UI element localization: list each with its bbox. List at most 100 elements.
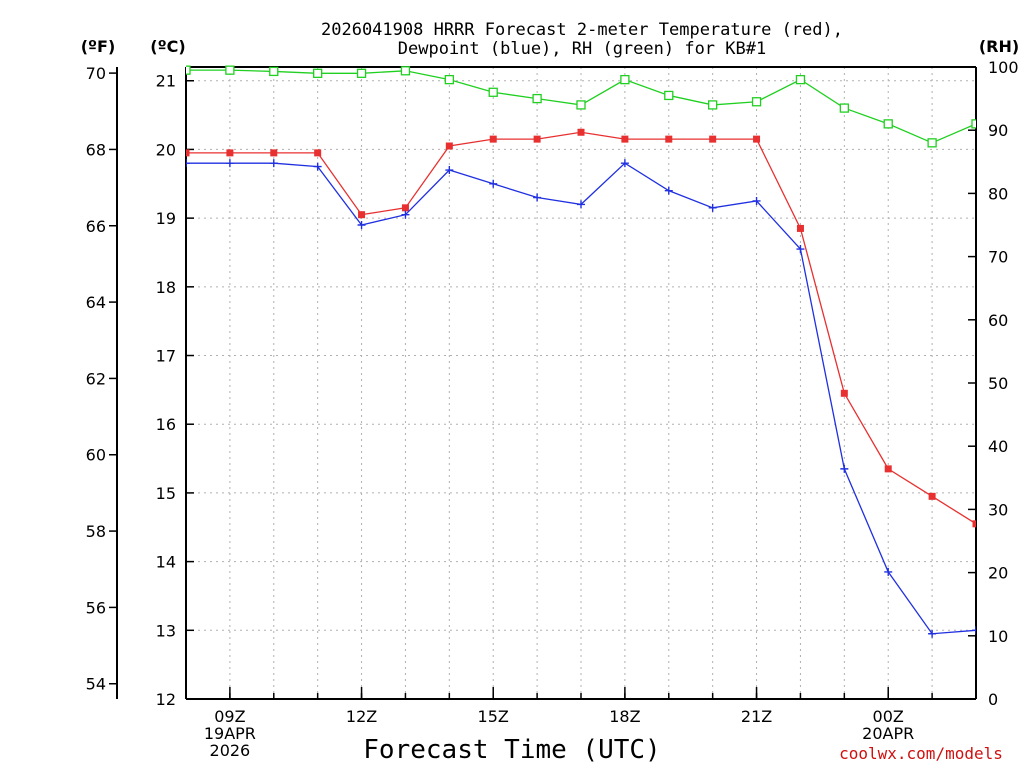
rh-point bbox=[927, 138, 937, 148]
rh-point bbox=[883, 119, 893, 129]
temperature-point bbox=[186, 149, 190, 157]
rh-point bbox=[795, 74, 806, 85]
dewpoint-point bbox=[708, 203, 717, 212]
credit-text: coolwx.com/models bbox=[839, 744, 1003, 763]
celsius-tick-label: 14 bbox=[156, 553, 176, 572]
dewpoint-point bbox=[577, 200, 585, 209]
dewpoint-point bbox=[186, 159, 190, 168]
rh-point bbox=[488, 87, 498, 97]
celsius-tick-label: 17 bbox=[156, 347, 176, 366]
rh-point bbox=[356, 68, 367, 78]
data-series bbox=[186, 65, 976, 638]
rh-point bbox=[708, 100, 718, 110]
dewpoint-point bbox=[796, 245, 805, 254]
celsius-tick-label: 13 bbox=[156, 621, 176, 640]
temperature-point bbox=[884, 465, 892, 473]
dewpoint-point bbox=[884, 567, 893, 576]
temperature-point bbox=[928, 492, 936, 500]
celsius-tick-label: 16 bbox=[156, 415, 176, 434]
rh-tick-label: 100 bbox=[988, 58, 1019, 77]
temperature-point bbox=[840, 389, 848, 397]
temperature-point bbox=[533, 135, 541, 143]
dewpoint-point bbox=[357, 221, 366, 229]
fahrenheit-tick-label: 68 bbox=[86, 140, 106, 159]
x-tick-label: 19APR bbox=[204, 724, 256, 743]
temperature-point bbox=[401, 204, 409, 212]
temperature-point bbox=[489, 135, 497, 143]
celsius-tick-label: 12 bbox=[156, 690, 176, 709]
rh-point bbox=[313, 68, 323, 78]
dewpoint-point bbox=[840, 464, 849, 473]
rh-tick-label: 0 bbox=[988, 690, 998, 709]
dewpoint-point bbox=[225, 159, 234, 168]
chart-title-line-1: 2026041908 HRRR Forecast 2-meter Tempera… bbox=[321, 20, 843, 40]
rh-point bbox=[751, 97, 762, 107]
celsius-unit-label: (ºC) bbox=[150, 37, 185, 56]
rh-tick-label: 90 bbox=[988, 121, 1008, 140]
rh-point bbox=[269, 66, 279, 77]
fahrenheit-tick-label: 62 bbox=[86, 369, 106, 388]
rh-point bbox=[186, 65, 191, 75]
rh-tick-label: 50 bbox=[988, 374, 1008, 393]
temperature-point bbox=[445, 142, 453, 150]
x-tick-label: 21Z bbox=[741, 707, 772, 726]
rh-tick-label: 70 bbox=[988, 248, 1008, 267]
x-tick-label: 15Z bbox=[478, 707, 509, 726]
rh-point bbox=[971, 119, 976, 129]
temperature-point bbox=[621, 135, 629, 143]
fahrenheit-tick-label: 58 bbox=[86, 522, 106, 541]
temperature-line bbox=[186, 131, 976, 525]
celsius-tick-label: 15 bbox=[156, 484, 176, 503]
temperature-point bbox=[972, 520, 976, 528]
rh-tick-label: 30 bbox=[988, 500, 1008, 519]
fahrenheit-tick-label: 60 bbox=[86, 446, 106, 465]
rh-point bbox=[839, 103, 849, 113]
axes bbox=[109, 66, 977, 700]
chart-title-line-2: Dewpoint (blue), RH (green) for KB#1 bbox=[398, 39, 766, 59]
tick-labels: 12 13 14 15 16 17 18 19 20 21 54 56 58 60 62 64 66 68 70 0 1… bbox=[86, 58, 1019, 760]
dewpoint-point bbox=[269, 159, 278, 168]
dewpoint-point bbox=[533, 193, 542, 202]
celsius-tick-label: 20 bbox=[156, 140, 176, 159]
x-tick-label: 09Z bbox=[214, 707, 245, 726]
temperature-point bbox=[314, 149, 322, 157]
fahrenheit-tick-label: 64 bbox=[86, 293, 106, 312]
fahrenheit-tick-label: 66 bbox=[86, 217, 106, 236]
dewpoint-point bbox=[401, 210, 410, 219]
fahrenheit-tick-label: 54 bbox=[86, 675, 106, 694]
dewpoint-point bbox=[445, 166, 454, 175]
dewpoint-point bbox=[972, 626, 976, 635]
dewpoint-point bbox=[928, 629, 937, 638]
fahrenheit-tick-label: 56 bbox=[86, 598, 106, 617]
rh-point bbox=[532, 93, 542, 104]
x-tick-label: 2026 bbox=[210, 741, 251, 760]
x-tick-label: 20APR bbox=[862, 724, 914, 743]
rh-point bbox=[400, 66, 411, 76]
dewpoint-point bbox=[489, 179, 498, 188]
temperature-point bbox=[577, 128, 585, 136]
celsius-tick-label: 21 bbox=[156, 72, 176, 91]
fahrenheit-unit-label: (ºF) bbox=[81, 37, 116, 56]
rh-tick-label: 40 bbox=[988, 437, 1008, 456]
temperature-point bbox=[358, 211, 366, 219]
rh-point bbox=[620, 74, 630, 85]
dewpoint-point bbox=[313, 162, 322, 171]
dewpoint-point bbox=[620, 159, 629, 168]
rh-point bbox=[664, 90, 674, 101]
temperature-point bbox=[796, 224, 804, 232]
temperature-point bbox=[270, 149, 278, 157]
dewpoint-point bbox=[752, 196, 761, 205]
rh-tick-label: 10 bbox=[988, 627, 1008, 646]
temperature-point bbox=[226, 149, 234, 157]
rh-unit-label: (RH) bbox=[979, 37, 1019, 56]
x-tick-label: 12Z bbox=[346, 707, 377, 726]
celsius-tick-label: 18 bbox=[156, 278, 176, 297]
temperature-point bbox=[709, 135, 717, 143]
temperature-point bbox=[753, 135, 761, 143]
rh-tick-label: 60 bbox=[988, 311, 1008, 330]
rh-point bbox=[444, 74, 454, 85]
fahrenheit-tick-label: 70 bbox=[86, 64, 106, 83]
rh-point bbox=[225, 65, 235, 75]
temperature-point bbox=[665, 135, 673, 143]
